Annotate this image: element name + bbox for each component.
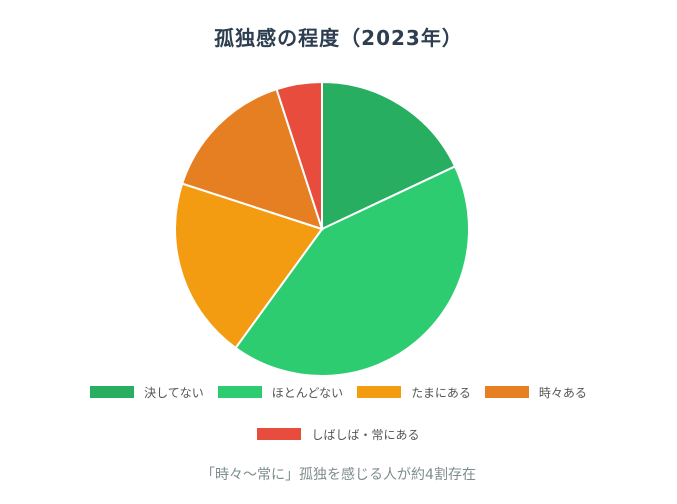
legend-label: ほとんどない [271, 385, 344, 400]
pie-slice-1 [321, 80, 457, 231]
legend-swatch [484, 386, 529, 398]
pie-slice-5 [275, 80, 323, 230]
chart-legend: 決してない ほとんどない たまにある 時々あるしばしば・常にある [40, 383, 637, 443]
legend-label: 決してない [144, 385, 204, 400]
legend-label: 時々ある [538, 385, 587, 400]
chart-caption: 「時々〜常に」孤独を感じる人が約4割存在 [201, 467, 476, 483]
legend-swatch [257, 428, 302, 440]
legend-item-3[interactable]: たまにある [357, 383, 471, 401]
pie-slice-2 [234, 165, 470, 377]
legend-item-5[interactable]: しばしば・常にある [257, 425, 420, 443]
legend-item-1[interactable]: 決してない [90, 383, 204, 401]
legend-label: しばしば・常にある [311, 427, 420, 442]
chart-title: 孤独感の程度（2023年） [214, 26, 463, 50]
legend-swatch [217, 386, 262, 398]
legend-item-2[interactable]: ほとんどない [217, 383, 344, 401]
pie-slice-3 [174, 182, 324, 350]
legend-swatch [90, 386, 135, 398]
legend-label: たまにある [411, 385, 471, 400]
legend-item-4[interactable]: 時々ある [484, 383, 587, 401]
legend-swatch [357, 386, 402, 398]
